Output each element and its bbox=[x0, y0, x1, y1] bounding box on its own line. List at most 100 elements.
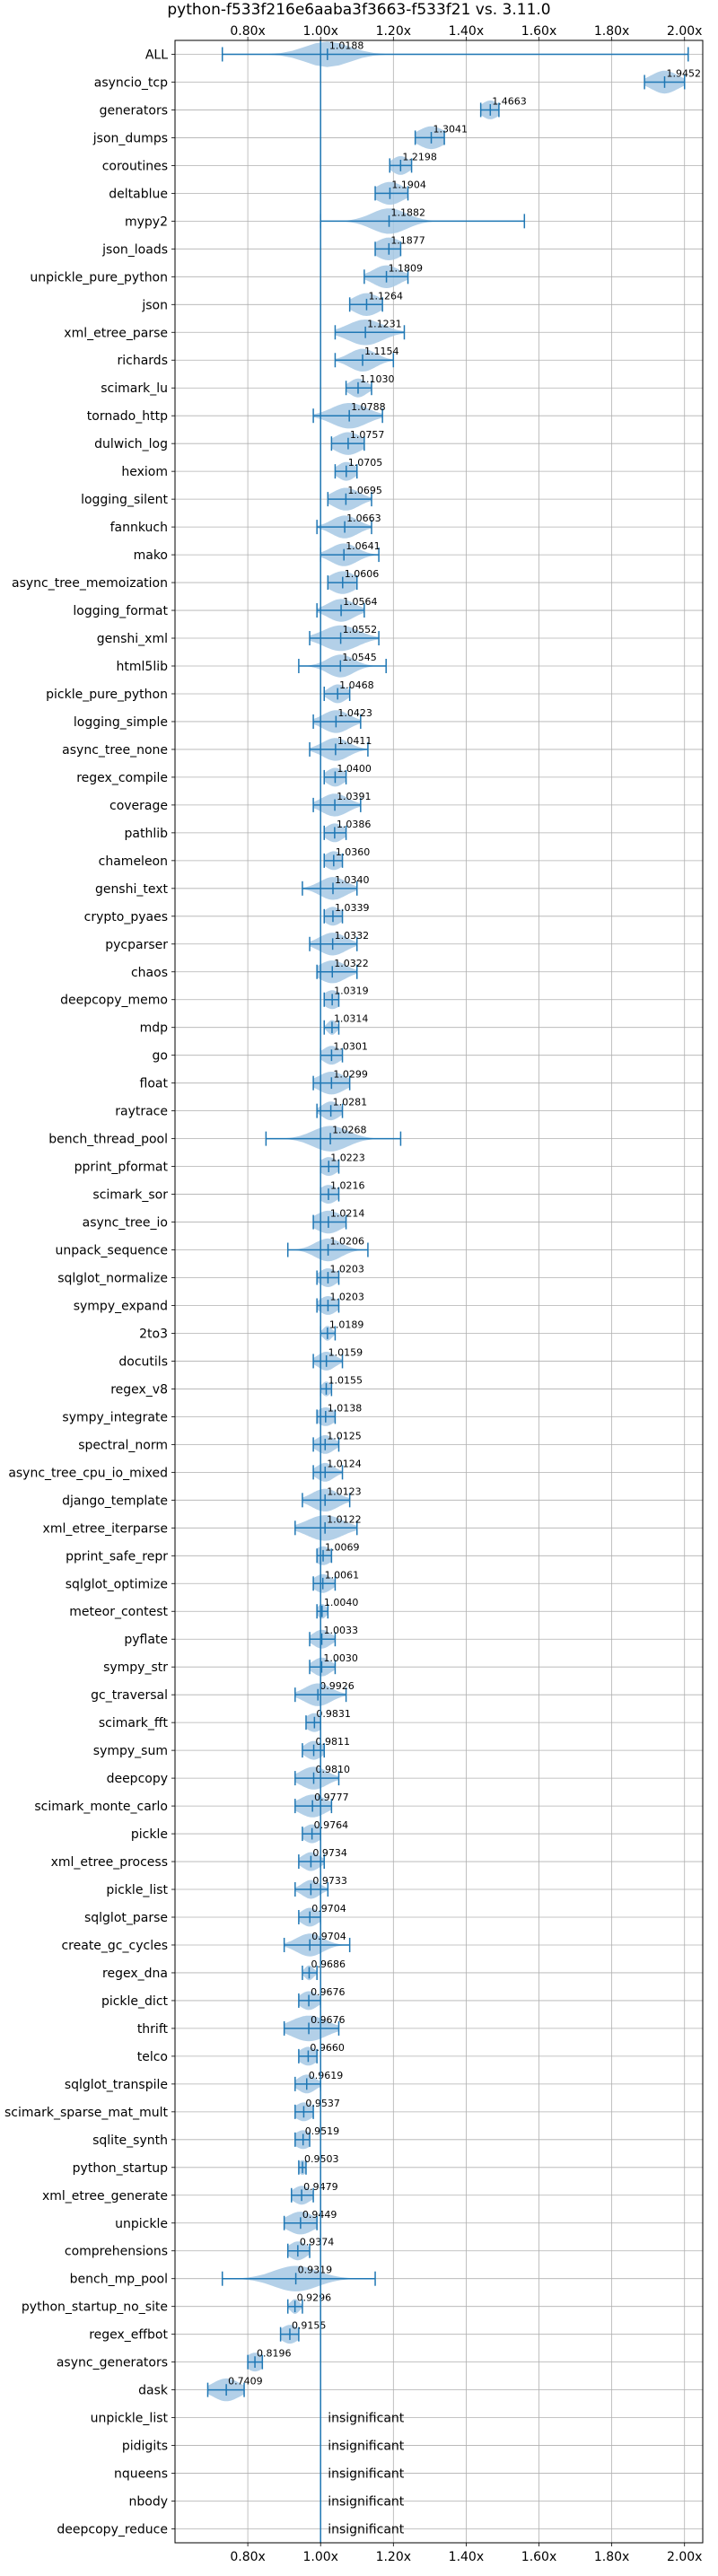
mean-value-label: 1.0757 bbox=[350, 429, 385, 441]
benchmark-label: json_loads bbox=[101, 242, 168, 257]
mean-value-label: 0.9831 bbox=[316, 1708, 351, 1720]
mean-value-label: 1.0030 bbox=[323, 1652, 358, 1664]
benchmark-label: dask bbox=[138, 2384, 169, 2398]
insignificant-label: insignificant bbox=[328, 2467, 405, 2482]
benchmark-label: xml_etree_iterparse bbox=[43, 1521, 168, 1536]
mean-value-label: 1.0122 bbox=[327, 1513, 362, 1525]
x-tick-label-bottom: 1.40x bbox=[449, 2550, 484, 2564]
benchmark-label: regex_compile bbox=[76, 771, 168, 785]
mean-value-label: 0.8196 bbox=[257, 2348, 292, 2360]
benchmark-label: mypy2 bbox=[125, 215, 168, 229]
mean-value-label: 1.0641 bbox=[346, 540, 381, 552]
mean-value-label: 1.0400 bbox=[337, 763, 372, 775]
plot-frame bbox=[174, 39, 704, 2544]
benchmark-label: deepcopy bbox=[107, 1772, 168, 1786]
mean-value-label: 1.0203 bbox=[329, 1291, 364, 1302]
mean-value-label: 0.9777 bbox=[314, 1792, 349, 1803]
benchmark-label: docutils bbox=[118, 1354, 168, 1369]
benchmark-label: mako bbox=[134, 548, 168, 563]
benchmark-label: deepcopy_memo bbox=[60, 994, 168, 1008]
benchmark-label: pickle_list bbox=[106, 1883, 168, 1897]
mean-value-label: 1.0411 bbox=[337, 735, 372, 747]
mean-value-label: 1.1904 bbox=[391, 179, 426, 190]
benchmark-label: create_gc_cycles bbox=[61, 1939, 168, 1953]
mean-value-label: 1.0123 bbox=[327, 1485, 362, 1497]
benchmark-label: django_template bbox=[62, 1494, 168, 1508]
mean-value-label: 0.9676 bbox=[311, 1986, 346, 1998]
benchmark-label: unpack_sequence bbox=[56, 1244, 168, 1258]
mean-value-label: 1.0223 bbox=[330, 1152, 365, 1164]
benchmark-label: unpickle bbox=[115, 2217, 168, 2231]
mean-value-label: 1.0138 bbox=[328, 1402, 363, 1414]
mean-value-label: 1.0125 bbox=[327, 1430, 362, 1441]
benchmark-label: unpickle_pure_python bbox=[30, 270, 168, 285]
benchmark-label: go bbox=[153, 1049, 168, 1064]
benchmark-label: pprint_pformat bbox=[74, 1161, 169, 1175]
mean-value-label: 1.0206 bbox=[330, 1236, 365, 1248]
benchmark-label: hexiom bbox=[121, 465, 168, 479]
mean-value-label: 0.9319 bbox=[298, 2265, 333, 2276]
benchmark-label: telco bbox=[137, 2050, 168, 2064]
mean-value-label: 0.9733 bbox=[312, 1875, 347, 1887]
mean-value-label: 1.0040 bbox=[324, 1597, 359, 1608]
benchmark-label: asyncio_tcp bbox=[94, 75, 168, 90]
benchmark-label: fannkuch bbox=[110, 521, 168, 535]
benchmark-label: sympy_sum bbox=[93, 1744, 168, 1758]
mean-value-label: 1.0268 bbox=[332, 1125, 367, 1136]
benchmark-label: dulwich_log bbox=[94, 437, 168, 451]
benchmark-label: html5lib bbox=[117, 660, 169, 674]
mean-value-label: 1.0203 bbox=[329, 1264, 364, 1275]
benchmark-label: regex_v8 bbox=[110, 1382, 168, 1397]
x-tick-label-top: 2.00x bbox=[667, 24, 702, 39]
benchmark-label: sqlite_synth bbox=[92, 2134, 168, 2148]
mean-value-label: 1.0214 bbox=[330, 1208, 365, 1220]
mean-value-label: 1.0155 bbox=[328, 1374, 363, 1386]
insignificant-label: insignificant bbox=[328, 2495, 405, 2510]
mean-value-label: 1.0545 bbox=[342, 652, 377, 663]
benchmark-label: nbody bbox=[129, 2495, 169, 2510]
benchmark-label: pickle_dict bbox=[101, 1994, 169, 2009]
mean-value-label: 0.9537 bbox=[305, 2098, 340, 2109]
benchmark-label: bench_thread_pool bbox=[48, 1133, 168, 1147]
mean-value-label: 1.0281 bbox=[333, 1097, 368, 1108]
mean-value-label: 1.1877 bbox=[390, 234, 425, 246]
benchmark-label: float bbox=[140, 1077, 169, 1091]
mean-value-label: 0.9811 bbox=[316, 1736, 351, 1748]
mean-value-label: 1.0189 bbox=[329, 1319, 364, 1330]
x-tick-label-top: 1.00x bbox=[302, 24, 337, 39]
mean-value-label: 1.0301 bbox=[333, 1041, 368, 1053]
mean-value-label: 1.0216 bbox=[330, 1180, 365, 1192]
x-tick-label-top: 1.20x bbox=[376, 24, 411, 39]
mean-value-label: 0.9519 bbox=[305, 2125, 340, 2137]
mean-value-label: 1.0386 bbox=[337, 819, 372, 830]
mean-value-label: 1.1809 bbox=[389, 262, 424, 274]
benchmark-label: pidigits bbox=[122, 2440, 168, 2454]
benchmark-label: deltablue bbox=[109, 187, 168, 201]
benchmark-label: coroutines bbox=[102, 159, 168, 173]
mean-value-label: 1.9452 bbox=[667, 67, 702, 79]
benchmark-label: logging_format bbox=[73, 604, 168, 618]
benchmark-label: async_tree_memoization bbox=[12, 576, 168, 591]
benchmark-label: 2to3 bbox=[139, 1327, 168, 1341]
x-tick-label-bottom: 1.20x bbox=[376, 2550, 411, 2564]
benchmark-label: genshi_text bbox=[95, 882, 169, 897]
benchmark-label: async_tree_cpu_io_mixed bbox=[8, 1466, 168, 1480]
mean-value-label: 1.1882 bbox=[391, 206, 426, 218]
mean-value-label: 1.0322 bbox=[334, 958, 369, 969]
mean-value-label: 0.9926 bbox=[320, 1680, 355, 1692]
insignificant-label: insignificant bbox=[328, 2523, 405, 2537]
mean-value-label: 0.9734 bbox=[312, 1847, 347, 1859]
benchmark-label: scimark_sor bbox=[92, 1188, 168, 1203]
chart-title: python-f533f216e6aaba3f3663-f533f21 vs. … bbox=[167, 1, 551, 19]
benchmark-label: regex_dna bbox=[102, 1967, 168, 1981]
x-tick-label-top: 0.80x bbox=[230, 24, 265, 39]
mean-value-label: 1.0360 bbox=[336, 846, 371, 858]
mean-value-label: 0.9155 bbox=[292, 2320, 327, 2332]
mean-value-label: 1.0788 bbox=[351, 401, 386, 413]
mean-value-label: 1.0159 bbox=[328, 1346, 363, 1358]
x-tick-label-bottom: 2.00x bbox=[667, 2550, 702, 2564]
benchmark-label: json_dumps bbox=[92, 131, 168, 145]
benchmark-label: scimark_sparse_mat_mult bbox=[4, 2106, 168, 2120]
benchmark-label: xml_etree_parse bbox=[64, 326, 168, 340]
